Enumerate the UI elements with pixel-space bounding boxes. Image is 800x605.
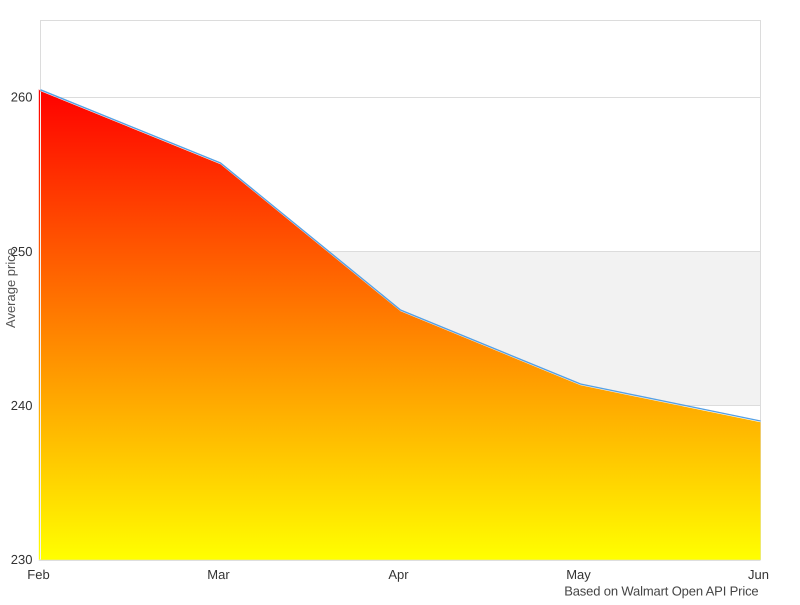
- svg-text:Mar: Mar: [207, 567, 230, 582]
- svg-text:Jun: Jun: [748, 567, 769, 582]
- svg-text:Feb: Feb: [27, 567, 49, 582]
- svg-text:260: 260: [11, 90, 33, 105]
- svg-text:Apr: Apr: [388, 567, 409, 582]
- svg-text:Average price: Average price: [3, 248, 18, 328]
- svg-text:250: 250: [11, 244, 33, 259]
- svg-text:Based on Walmart Open API Pric: Based on Walmart Open API Price: [564, 584, 758, 599]
- svg-text:240: 240: [11, 398, 33, 413]
- svg-text:May: May: [566, 567, 591, 582]
- svg-text:230: 230: [11, 552, 33, 567]
